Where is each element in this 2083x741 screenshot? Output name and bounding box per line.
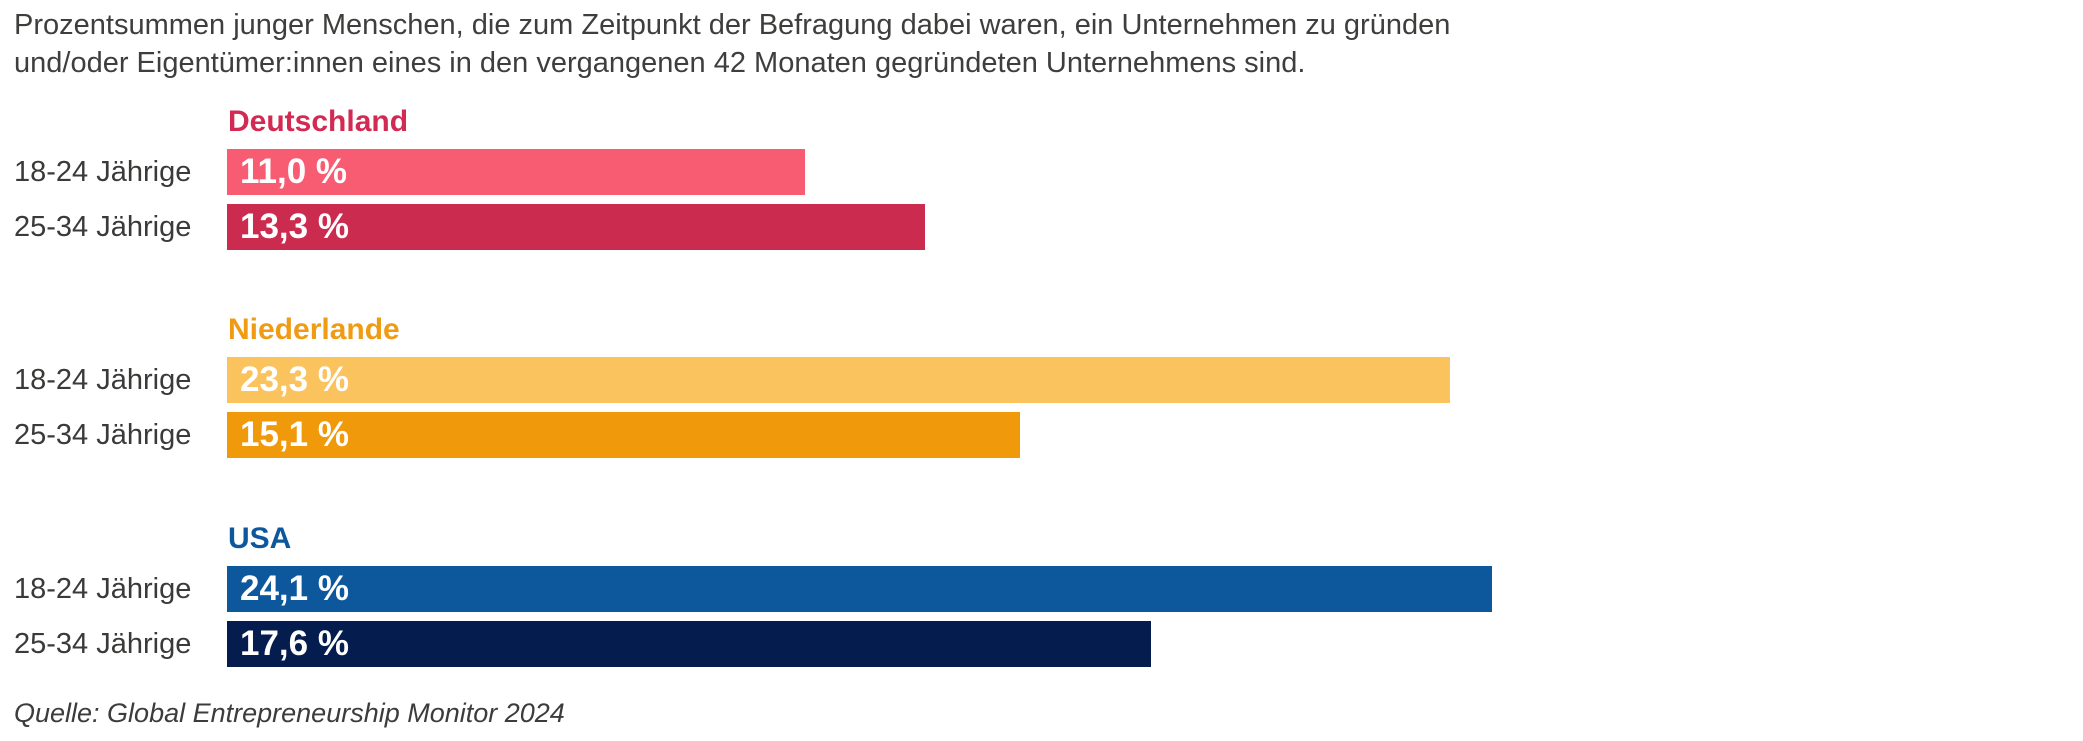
bar-track: 15,1 % [227,412,2083,458]
group-heading-deutschland: Deutschland [228,105,409,138]
bar-row: 18-24 Jährige 23,3 % [0,357,2083,403]
group-heading-niederlande: Niederlande [228,313,400,346]
bar-row: 18-24 Jährige 11,0 % [0,149,2083,195]
group-heading-usa: USA [228,522,292,555]
bar-deutschland-25-34: 13,3 % [227,204,926,250]
source-caption: Quelle: Global Entrepreneurship Monitor … [14,698,565,728]
chart-title-line1: Prozentsummen junger Menschen, die zum Z… [14,9,1451,41]
bar-row: 25-34 Jährige 17,6 % [0,621,2083,667]
chart-title-line2: und/oder Eigentümer:innen eines in den v… [14,47,1306,79]
bar-value-label: 24,1 % [240,569,349,608]
bar-track: 13,3 % [227,204,2083,250]
category-label: 25-34 Jährige [14,628,192,660]
bar-value-label: 15,1 % [240,415,349,454]
bar-deutschland-18-24: 11,0 % [227,149,805,195]
bar-track: 23,3 % [227,357,2083,403]
bar-row: 18-24 Jährige 24,1 % [0,566,2083,612]
bar-row: 25-34 Jährige 15,1 % [0,412,2083,458]
bar-niederlande-18-24: 23,3 % [227,357,1451,403]
category-label: 25-34 Jährige [14,419,192,451]
bar-usa-25-34: 17,6 % [227,621,1152,667]
category-label: 25-34 Jährige [14,211,192,243]
bar-value-label: 23,3 % [240,360,349,399]
category-label: 18-24 Jährige [14,573,192,605]
chart-title: Prozentsummen junger Menschen, die zum Z… [14,6,1450,82]
bar-row: 25-34 Jährige 13,3 % [0,204,2083,250]
bar-usa-18-24: 24,1 % [227,566,1493,612]
category-label: 18-24 Jährige [14,364,192,396]
bar-track: 24,1 % [227,566,2083,612]
bar-value-label: 17,6 % [240,624,349,663]
bar-value-label: 13,3 % [240,207,349,246]
bar-niederlande-25-34: 15,1 % [227,412,1020,458]
bar-value-label: 11,0 % [240,152,348,191]
bar-track: 11,0 % [227,149,2083,195]
category-label: 18-24 Jährige [14,156,192,188]
bar-track: 17,6 % [227,621,2083,667]
